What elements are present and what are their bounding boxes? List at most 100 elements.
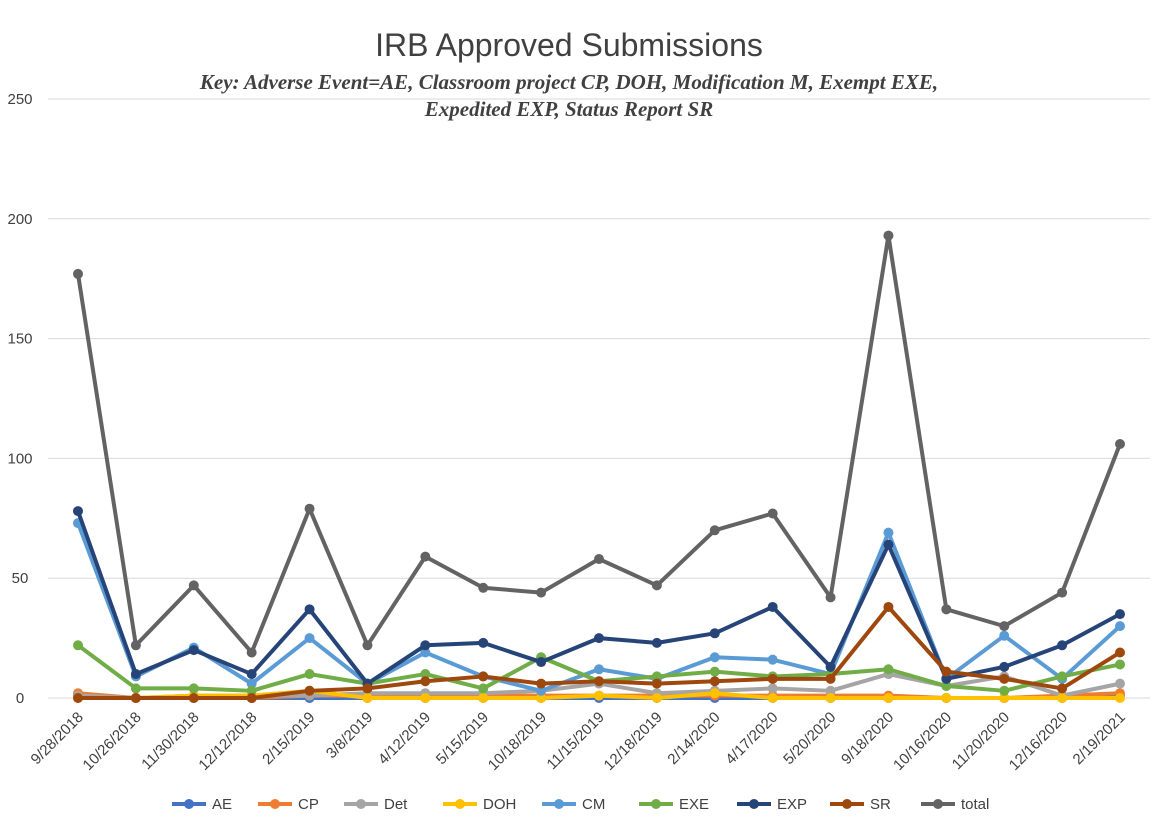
x-tick-label: 2/14/2020 <box>664 709 723 768</box>
data-point-exe <box>420 669 431 680</box>
data-point-cm <box>246 678 257 689</box>
legend-label: EXP <box>777 796 807 813</box>
data-point-sr <box>478 671 489 682</box>
data-point-total <box>188 580 199 591</box>
data-point-exp <box>188 645 199 656</box>
legend-label: AE <box>212 796 232 813</box>
x-tick-label: 9/28/2018 <box>28 709 87 768</box>
legend-swatch-marker <box>554 799 564 809</box>
x-tick-label: 12/16/2020 <box>1006 709 1071 774</box>
data-point-exp <box>709 628 720 639</box>
x-tick-label: 5/20/2020 <box>780 709 839 768</box>
data-point-sr <box>883 601 894 612</box>
legend-swatch-marker <box>651 799 661 809</box>
legend-label: CM <box>582 796 605 813</box>
data-point-exp <box>941 673 952 684</box>
data-point-sr <box>1057 683 1068 694</box>
x-tick-label: 12/12/2018 <box>195 709 260 774</box>
x-axis-ticks: 9/28/201810/26/201811/30/201812/12/20182… <box>28 709 1129 774</box>
legend-swatch-marker <box>842 799 852 809</box>
series-total <box>73 230 1125 658</box>
series-exp <box>73 506 1125 689</box>
data-point-sr <box>304 685 315 696</box>
data-point-cm <box>1115 621 1125 632</box>
data-point-total <box>883 230 894 241</box>
data-point-det <box>1115 678 1125 689</box>
data-point-exp <box>73 506 83 517</box>
data-point-sr <box>73 693 83 703</box>
data-point-doh <box>651 693 662 703</box>
data-point-total <box>304 503 315 514</box>
legend-swatch-marker <box>455 799 465 809</box>
data-point-cm <box>767 654 778 665</box>
legend-item-cp: CP <box>258 796 319 813</box>
data-point-sr <box>1115 647 1125 658</box>
x-tick-label: 10/18/2019 <box>485 709 550 774</box>
series-line-exp <box>76 509 1122 686</box>
data-point-sr <box>999 673 1010 684</box>
legend-label: total <box>961 796 989 813</box>
data-point-doh <box>709 688 720 699</box>
data-point-exp <box>246 669 257 680</box>
y-tick-label: 250 <box>7 91 32 108</box>
data-point-doh <box>594 690 604 701</box>
data-point-cm <box>594 664 604 675</box>
data-point-sr <box>188 693 199 703</box>
series-lines <box>73 230 1125 703</box>
legend-label: Det <box>384 796 408 813</box>
data-point-doh <box>420 693 431 703</box>
x-tick-label: 4/17/2020 <box>722 709 781 768</box>
data-point-exe <box>883 664 894 675</box>
legend-item-sr: SR <box>830 796 891 813</box>
data-point-sr <box>941 666 952 677</box>
data-point-exe <box>478 683 489 694</box>
x-tick-label: 4/12/2019 <box>375 709 434 768</box>
legend-label: DOH <box>483 796 516 813</box>
series-sr <box>73 601 1125 703</box>
data-point-exe <box>941 681 952 692</box>
data-point-sr <box>536 678 547 689</box>
data-point-doh <box>478 693 489 703</box>
legend-item-exe: EXE <box>639 796 709 813</box>
data-point-exp <box>536 657 547 668</box>
data-point-cm <box>999 630 1010 641</box>
data-point-total <box>825 592 836 603</box>
data-point-cm <box>883 527 894 538</box>
data-point-doh <box>825 693 836 703</box>
data-point-sr <box>362 683 373 694</box>
data-point-sr <box>130 693 141 703</box>
chart-subtitle-line-1: Key: Adverse Event=AE, Classroom project… <box>199 70 938 94</box>
data-point-det <box>825 685 836 696</box>
legend-label: CP <box>298 796 319 813</box>
data-point-exe <box>188 683 199 694</box>
data-point-doh <box>536 693 547 703</box>
data-point-exp <box>651 637 662 648</box>
data-point-exe <box>651 671 662 682</box>
data-point-exe <box>73 640 83 651</box>
data-point-sr <box>651 678 662 689</box>
data-point-exp <box>1115 609 1125 620</box>
data-point-total <box>246 647 257 658</box>
data-point-sr <box>420 676 431 687</box>
data-point-doh <box>362 693 373 703</box>
series-cm <box>73 518 1125 696</box>
data-point-total <box>594 554 604 565</box>
data-point-total <box>999 621 1010 632</box>
x-tick-label: 2/19/2021 <box>1070 709 1129 768</box>
chart-subtitle-line-2: Expedited EXP, Status Report SR <box>424 97 713 121</box>
data-point-total <box>1057 587 1068 598</box>
y-axis-ticks: 0 50 100 150 200 250 <box>7 91 32 707</box>
data-point-doh <box>767 693 778 703</box>
data-point-total <box>651 580 662 591</box>
legend-swatch-marker <box>184 799 194 809</box>
data-point-cm <box>304 633 315 644</box>
data-point-sr <box>825 673 836 684</box>
data-point-exp <box>420 640 431 651</box>
data-point-exe <box>246 685 257 696</box>
data-point-total <box>1115 439 1125 450</box>
legend-label: SR <box>870 796 891 813</box>
x-tick-label: 11/30/2018 <box>138 709 202 773</box>
x-tick-label: 3/8/2019 <box>323 709 376 762</box>
legend-swatch-marker <box>270 799 280 809</box>
series-line-total <box>76 233 1122 655</box>
